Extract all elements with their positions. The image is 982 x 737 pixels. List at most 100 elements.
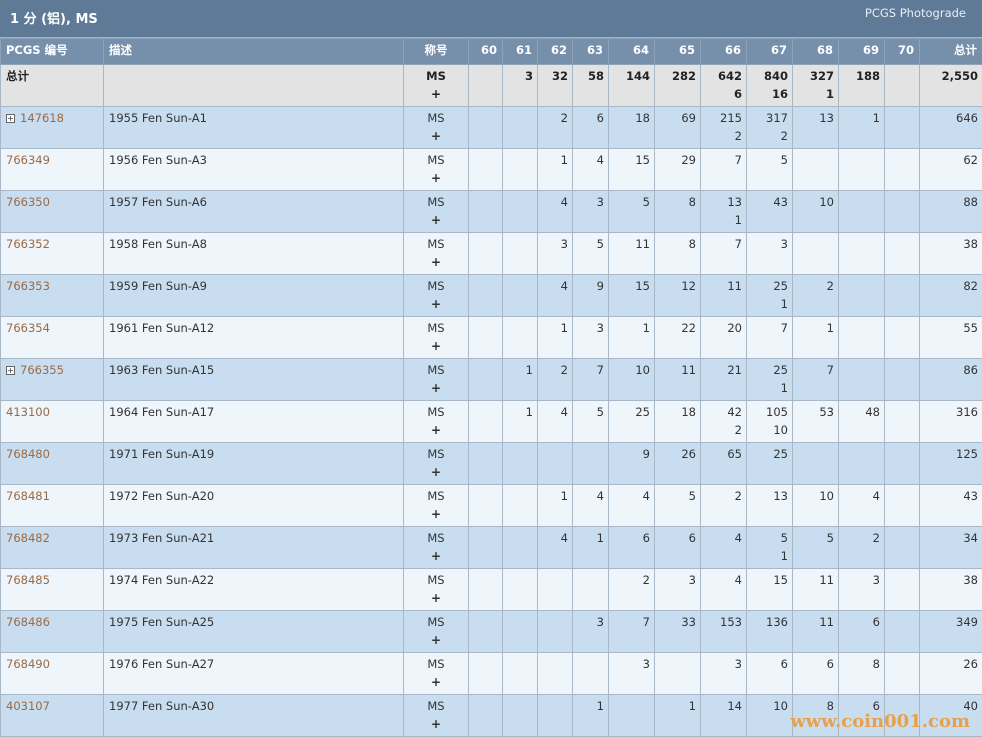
plus-icon[interactable]: + (409, 589, 463, 607)
column-header[interactable]: 70 (885, 39, 920, 65)
description-cell: 1973 Fen Sun-A21 (104, 527, 404, 569)
plus-icon[interactable]: + (409, 715, 463, 733)
designation-cell: MS+ (404, 275, 469, 317)
grade-count-cell: 10 (793, 191, 839, 233)
grade-count-cell (885, 443, 920, 485)
pcgs-number-link[interactable]: 768485 (6, 573, 50, 587)
designation: MS (409, 319, 463, 337)
column-header[interactable]: PCGS 编号 (1, 39, 104, 65)
grade-count-cell: 2 (538, 359, 573, 401)
designation: MS (409, 697, 463, 715)
grade-count-cell (538, 695, 573, 737)
count: 8 (660, 235, 696, 253)
count: 29 (660, 151, 696, 169)
column-header[interactable]: 总计 (920, 39, 982, 65)
plus-icon[interactable]: + (409, 673, 463, 691)
pcgs-number-link[interactable]: 766349 (6, 153, 50, 167)
expand-icon[interactable]: + (6, 366, 15, 375)
plus-icon[interactable]: + (409, 169, 463, 187)
count: 15 (614, 277, 650, 295)
column-header[interactable]: 61 (503, 39, 538, 65)
row-total: 316 (920, 401, 982, 443)
row-total: 55 (920, 317, 982, 359)
column-header[interactable]: 67 (747, 39, 793, 65)
grade-count-cell: 8 (655, 233, 701, 275)
pcgs-number-link[interactable]: 766354 (6, 321, 50, 335)
pcgs-number-link[interactable]: 768490 (6, 657, 50, 671)
plus-icon[interactable]: + (409, 421, 463, 439)
grade-count-cell: 1 (573, 527, 609, 569)
count: 5 (614, 193, 650, 211)
photograde-link[interactable]: PCGS Photograde (865, 6, 966, 20)
column-header[interactable]: 66 (701, 39, 747, 65)
column-header[interactable]: 69 (839, 39, 885, 65)
expand-icon[interactable]: + (6, 114, 15, 123)
count: 1 (543, 319, 568, 337)
pcgs-number-link[interactable]: 766355 (20, 363, 64, 377)
plus-icon[interactable]: + (409, 253, 463, 271)
count: 153 (706, 613, 742, 631)
plus-icon[interactable]: + (409, 505, 463, 523)
pcgs-number-link[interactable]: 413100 (6, 405, 50, 419)
grade-count-cell: 4 (538, 527, 573, 569)
count: 1 (578, 697, 604, 715)
count: 11 (706, 277, 742, 295)
plus-icon[interactable]: + (409, 337, 463, 355)
pcgs-number-link[interactable]: 147618 (20, 111, 64, 125)
grade-count-cell: 8 (655, 191, 701, 233)
column-header[interactable]: 称号 (404, 39, 469, 65)
count: 642 (706, 67, 742, 85)
column-header[interactable]: 65 (655, 39, 701, 65)
column-header[interactable]: 64 (609, 39, 655, 65)
column-header[interactable]: 68 (793, 39, 839, 65)
pcgs-number-link[interactable]: 766352 (6, 237, 50, 251)
grade-count-cell: 43 (747, 191, 793, 233)
pcgs-number-link[interactable]: 768482 (6, 531, 50, 545)
grade-count-cell: 1 (503, 359, 538, 401)
row-total: 26 (920, 653, 982, 695)
watermark: www.coin001.com (790, 713, 970, 731)
pcgs-number-link[interactable]: 768480 (6, 447, 50, 461)
column-header[interactable]: 63 (573, 39, 609, 65)
pcgs-number-cell: 768480 (1, 443, 104, 485)
pcgs-number-link[interactable]: 766350 (6, 195, 50, 209)
column-header[interactable]: 62 (538, 39, 573, 65)
pcgs-number-cell: 766350 (1, 191, 104, 233)
pcgs-number-link[interactable]: 768486 (6, 615, 50, 629)
plus-icon[interactable]: + (409, 295, 463, 313)
grade-count-cell: 1 (655, 695, 701, 737)
plus-icon[interactable]: + (409, 631, 463, 649)
plus-icon[interactable]: + (409, 127, 463, 145)
grade-count-cell (503, 149, 538, 191)
row-total: 82 (920, 275, 982, 317)
grade-count-cell: 48 (839, 401, 885, 443)
count: 14 (706, 697, 742, 715)
description-cell: 1971 Fen Sun-A19 (104, 443, 404, 485)
count: 4 (543, 277, 568, 295)
designation-cell: MS+ (404, 443, 469, 485)
grade-count-cell (469, 149, 503, 191)
plus-icon[interactable]: + (409, 463, 463, 481)
column-header[interactable]: 60 (469, 39, 503, 65)
count: 15 (752, 571, 788, 589)
plus-icon[interactable]: + (409, 379, 463, 397)
grade-count-cell (469, 527, 503, 569)
plus-icon[interactable]: + (409, 547, 463, 565)
pcgs-number-link[interactable]: 766353 (6, 279, 50, 293)
pcgs-number-link[interactable]: 403107 (6, 699, 50, 713)
pcgs-number-cell: 768490 (1, 653, 104, 695)
grade-count-cell: 5 (609, 191, 655, 233)
count: 13 (752, 487, 788, 505)
count: 2 (844, 529, 880, 547)
plus-icon[interactable]: + (409, 85, 463, 103)
column-header[interactable]: 描述 (104, 39, 404, 65)
plus-icon[interactable]: + (409, 211, 463, 229)
grade-count-cell (839, 233, 885, 275)
count: 11 (798, 571, 834, 589)
designation-cell: MS+ (404, 65, 469, 107)
pcgs-number-link[interactable]: 768481 (6, 489, 50, 503)
